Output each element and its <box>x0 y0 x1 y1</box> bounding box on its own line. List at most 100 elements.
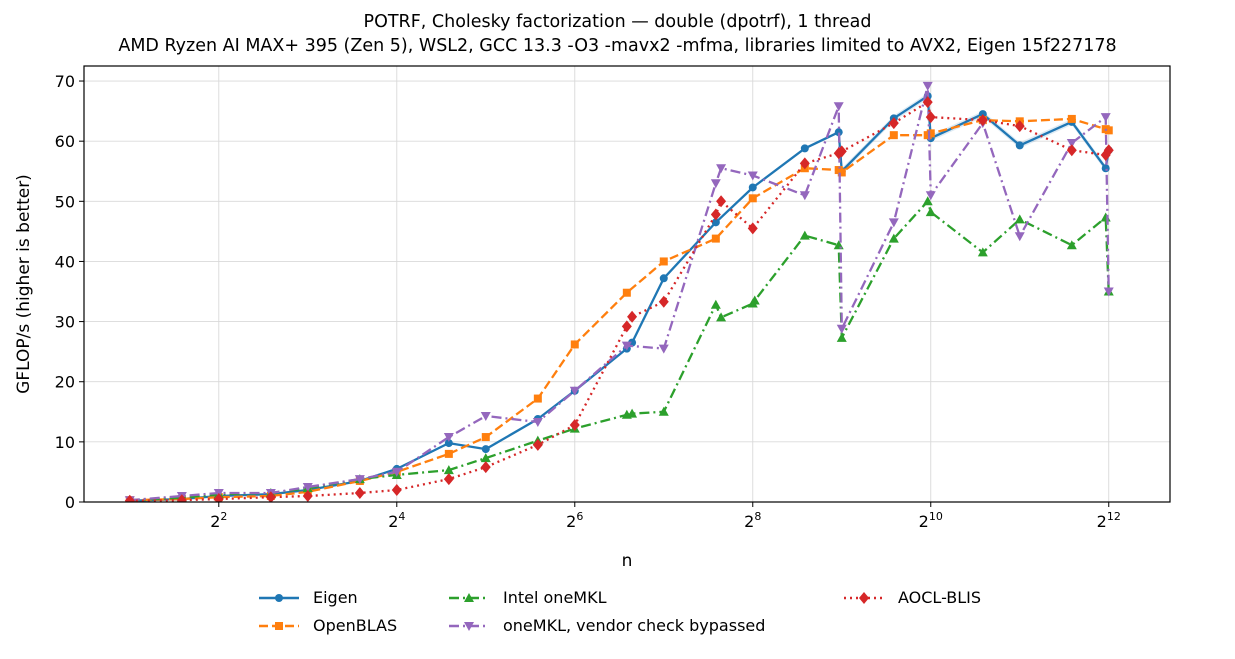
x-tick-label: 28 <box>744 510 761 531</box>
data-point <box>710 299 721 309</box>
data-point <box>1066 240 1077 250</box>
data-point <box>302 489 313 502</box>
legend-swatch-eigen <box>259 594 299 602</box>
data-point <box>799 157 810 170</box>
data-point <box>922 81 933 91</box>
data-point <box>658 406 669 416</box>
legend-label-onemkl-bypassed: oneMKL, vendor check bypassed <box>503 616 766 635</box>
data-point <box>977 114 988 127</box>
data-point <box>532 438 543 451</box>
y-axis-label: GFLOP/s (higher is better) <box>14 174 34 394</box>
data-point <box>922 196 933 206</box>
data-point <box>978 110 987 119</box>
data-point <box>480 461 491 474</box>
data-point <box>627 310 638 323</box>
data-point <box>1066 138 1077 148</box>
data-point <box>659 274 668 283</box>
data-point <box>622 288 631 297</box>
y-tick-label: 10 <box>55 433 75 452</box>
data-point <box>444 449 453 458</box>
series-eigen <box>125 92 1113 502</box>
data-point <box>710 208 721 221</box>
data-point <box>532 418 543 428</box>
data-point <box>213 492 224 502</box>
grid <box>84 66 1170 503</box>
data-point <box>265 491 276 502</box>
data-point <box>627 408 638 418</box>
data-point <box>480 412 491 422</box>
data-point <box>570 340 579 349</box>
legend-swatch-aocl-blis <box>844 592 884 604</box>
data-point <box>748 183 757 192</box>
legend-label-aocl-blis: AOCL-BLIS <box>898 588 982 607</box>
data-point <box>836 324 847 334</box>
data-point <box>799 191 810 201</box>
data-point <box>799 230 810 240</box>
data-point <box>302 482 313 492</box>
data-point <box>621 320 632 333</box>
data-point <box>836 332 847 342</box>
series-line <box>129 100 1110 502</box>
data-point <box>977 247 988 257</box>
chart-title: POTRF, Cholesky factorization — double (… <box>363 12 872 32</box>
data-point <box>1100 113 1111 123</box>
data-point <box>711 234 720 243</box>
axes-frame <box>83 65 1171 503</box>
data-point <box>888 218 899 228</box>
data-point <box>443 473 454 486</box>
data-point <box>1014 232 1025 242</box>
data-point <box>888 233 899 243</box>
data-point <box>354 475 365 485</box>
data-point <box>444 439 453 448</box>
ticks: 0 10 20 30 40 50 60 70 22 24 26 28 210 212 <box>55 72 1121 531</box>
data-point <box>354 486 365 499</box>
data-point <box>391 483 402 496</box>
data-point <box>1103 287 1114 297</box>
data-point <box>749 295 760 305</box>
legend-swatch-onemkl-bypassed <box>449 622 489 631</box>
data-point <box>711 218 720 227</box>
x-tick-label: 212 <box>1097 510 1121 531</box>
data-point <box>533 394 542 403</box>
y-tick-label: 40 <box>55 252 75 271</box>
data-point <box>834 128 843 137</box>
x-tick-label: 24 <box>388 510 405 531</box>
x-tick-label: 26 <box>566 510 583 531</box>
series-line <box>129 117 1110 502</box>
series-layer <box>124 81 1114 502</box>
data-point <box>1014 214 1025 224</box>
data-point <box>925 207 936 217</box>
legend-swatch-intel-onemkl <box>449 593 489 602</box>
data-point <box>391 467 402 477</box>
data-point <box>922 96 933 109</box>
data-point <box>1104 126 1113 135</box>
data-point <box>800 144 809 153</box>
y-tick-label: 0 <box>65 493 75 512</box>
data-point <box>925 111 936 124</box>
data-point <box>481 445 490 454</box>
y-tick-label: 20 <box>55 373 75 392</box>
data-point <box>124 494 135 502</box>
data-point <box>480 453 491 463</box>
legend-swatch-openblas <box>259 622 299 630</box>
data-point <box>658 344 669 354</box>
data-point <box>747 222 758 235</box>
series-line <box>129 84 1110 502</box>
data-point <box>569 386 580 396</box>
data-point <box>1066 144 1077 157</box>
data-point <box>926 129 935 138</box>
series-aocl-blis <box>124 96 1114 502</box>
data-point <box>716 195 727 208</box>
x-tick-label: 22 <box>210 510 227 531</box>
data-point <box>443 433 454 443</box>
data-point <box>1014 120 1025 133</box>
y-tick-label: 70 <box>55 72 75 91</box>
data-point <box>748 194 757 203</box>
data-point <box>710 179 721 189</box>
y-tick-label: 60 <box>55 132 75 151</box>
data-point <box>569 419 580 432</box>
data-point <box>833 102 844 112</box>
data-point <box>747 171 758 181</box>
